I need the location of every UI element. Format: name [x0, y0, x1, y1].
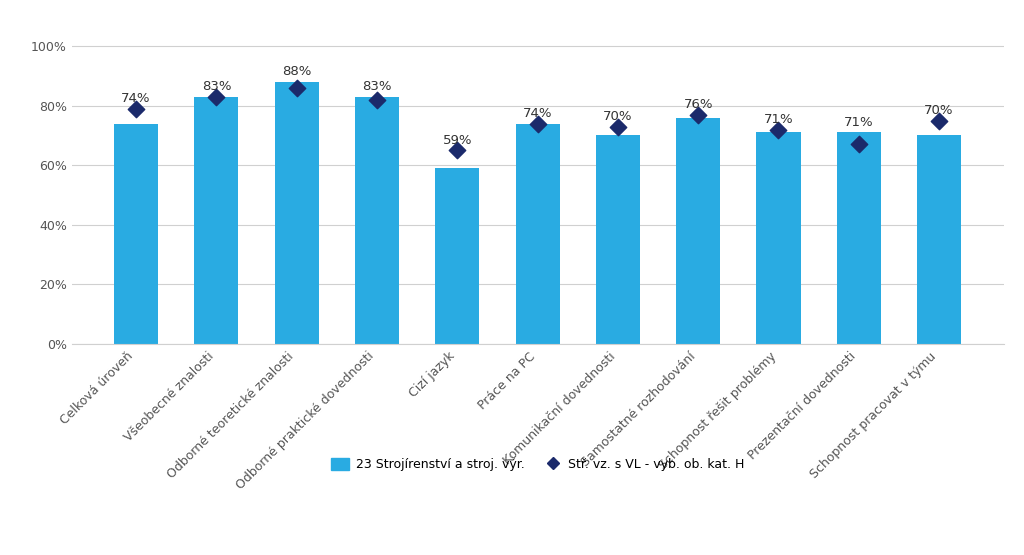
Text: 74%: 74%	[523, 107, 552, 120]
Text: 70%: 70%	[925, 104, 953, 117]
Point	[851, 140, 867, 149]
Bar	[114, 124, 158, 344]
Bar	[676, 118, 720, 344]
Point	[770, 125, 786, 134]
Text: 74%: 74%	[122, 92, 151, 105]
Point	[690, 110, 707, 119]
Bar	[596, 135, 640, 344]
Point	[208, 92, 224, 101]
Point	[289, 83, 305, 92]
Bar	[757, 133, 801, 344]
Bar	[355, 97, 399, 344]
Bar	[274, 82, 318, 344]
Bar	[837, 133, 881, 344]
Text: 76%: 76%	[683, 98, 713, 111]
Bar	[195, 97, 239, 344]
Bar	[435, 168, 479, 344]
Legend: 23 Strojírenství a stroj. výr., Stř. vz. s VL - vyb. ob. kat. H: 23 Strojírenství a stroj. výr., Stř. vz.…	[326, 453, 750, 476]
Bar	[515, 124, 560, 344]
Point	[931, 116, 947, 125]
Point	[529, 119, 546, 128]
Bar	[918, 135, 962, 344]
Text: 71%: 71%	[764, 113, 794, 126]
Point	[450, 146, 466, 155]
Text: 59%: 59%	[442, 134, 472, 147]
Point	[609, 122, 626, 131]
Text: 83%: 83%	[202, 80, 231, 93]
Text: 88%: 88%	[282, 65, 311, 78]
Text: 70%: 70%	[603, 110, 633, 123]
Point	[128, 104, 144, 113]
Text: 83%: 83%	[362, 80, 392, 93]
Point	[369, 95, 385, 104]
Text: 71%: 71%	[844, 116, 873, 129]
